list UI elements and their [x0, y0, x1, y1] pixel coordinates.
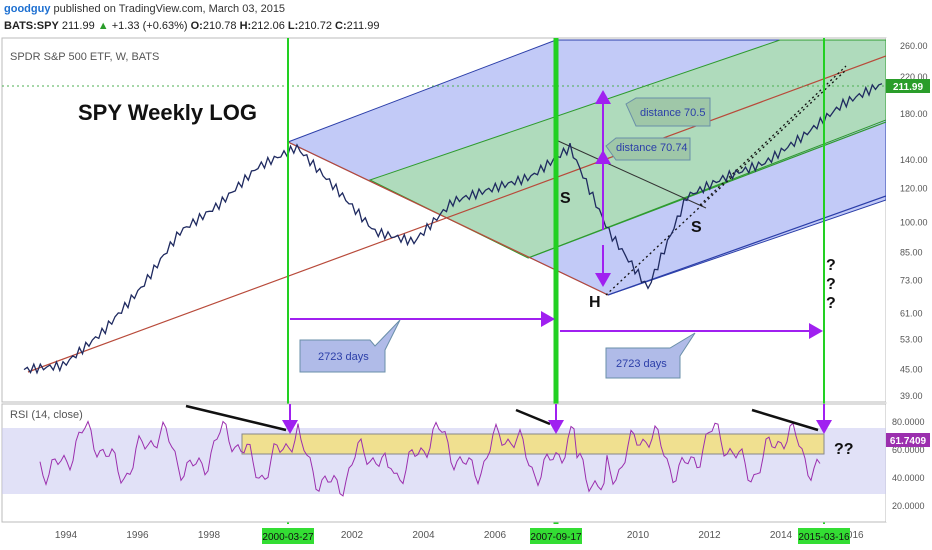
pitchfork-median-line[interactable] — [27, 55, 886, 373]
price-tick-9: 53.00 — [900, 334, 923, 344]
time-axis[interactable] — [2, 524, 932, 550]
pivot-line-right[interactable] — [555, 139, 707, 209]
divergence-line-2007[interactable] — [515, 408, 551, 426]
publisher-line: goodguy published on TradingView.com, Ma… — [4, 3, 285, 15]
green-channel-lower-line[interactable] — [527, 121, 886, 259]
price-tick-8: 61.00 — [900, 308, 923, 318]
price-tick-11: 39.00 — [900, 391, 923, 401]
rsi-series-line[interactable] — [39, 420, 821, 497]
days-left-callout[interactable] — [299, 319, 401, 373]
price-tick-4: 120.00 — [900, 184, 928, 194]
year-tick-2014: 2014 — [770, 530, 793, 541]
date-badge-2000 — [262, 528, 314, 544]
year-tick-2016: 2016 — [841, 530, 864, 541]
date-badge-2015 — [798, 528, 850, 544]
date-badge-2007-text: 2007-09-17 — [530, 532, 582, 543]
divergence-line-2000[interactable] — [185, 404, 287, 432]
price-tick-2: 180.00 — [900, 109, 928, 119]
price-tick-7: 73.00 — [900, 275, 923, 285]
distance-top-label: distance 70.5 — [640, 107, 705, 119]
quote-line: BATS:SPY 211.99 ▲ +1.33 (+0.63%) O:210.7… — [4, 20, 379, 32]
price-change: +1.33 (+0.63%) — [111, 20, 188, 32]
chart-title: SPY Weekly LOG — [78, 100, 257, 125]
last-price-badge-text: 211.99 — [893, 82, 923, 93]
price-axis-ticks: 260.00 220.00 180.00 140.00 120.00 100.00 85.0… — [900, 41, 928, 401]
low-label: L: — [287, 20, 299, 32]
shoulder-right-label: S — [691, 219, 702, 236]
year-tick-2006: 2006 — [484, 530, 507, 541]
shoulder-left-label: S — [560, 190, 571, 207]
question-mark-2: ? — [826, 276, 836, 293]
chart-header: goodguy published on TradingView.com, Ma… — [0, 0, 932, 38]
price-axis[interactable] — [886, 38, 932, 402]
open-value: 210.78 — [202, 20, 237, 32]
distance-top-callout[interactable] — [625, 97, 711, 127]
high-value: 212.06 — [251, 20, 285, 32]
price-tick-5: 100.00 — [900, 217, 928, 227]
days-right-label: 2723 days — [616, 358, 667, 370]
low-value: 210.72 — [298, 20, 332, 32]
rsi-tick-1: 60.0000 — [892, 445, 925, 455]
rsi-tick-3: 20.0000 — [892, 501, 925, 511]
close-label: C: — [335, 20, 347, 32]
year-tick-2004: 2004 — [412, 530, 435, 541]
question-mark-1: ? — [826, 257, 836, 274]
year-tick-1996: 1996 — [126, 530, 149, 541]
dotted-trendline-inner[interactable] — [699, 65, 847, 206]
year-tick-1994: 1994 — [55, 530, 78, 541]
high-label: H: — [239, 20, 252, 32]
rsi-axis-ticks: 80.0000 60.0000 40.0000 20.0000 — [892, 417, 925, 511]
rsi-label: RSI (14, close) — [10, 409, 83, 421]
date-badge-2015-text: 2015-03-16 — [798, 532, 850, 543]
last-price: 211.99 — [61, 20, 95, 32]
question-mark-3: ? — [826, 295, 836, 312]
price-tick-3: 140.00 — [900, 155, 928, 165]
rsi-question-label: ?? — [834, 441, 854, 458]
rsi-tick-2: 40.0000 — [892, 473, 925, 483]
up-triangle-icon: ▲ — [97, 20, 109, 32]
date-badge-2000-text: 2000-03-27 — [262, 532, 314, 543]
price-series-line[interactable] — [23, 83, 883, 375]
days-right-callout[interactable] — [605, 332, 696, 379]
rsi-value-badge — [886, 433, 930, 447]
year-tick-2002: 2002 — [341, 530, 364, 541]
days-left-label: 2723 days — [318, 351, 369, 363]
rsi-tick-0: 80.0000 — [892, 417, 925, 427]
close-value: 211.99 — [346, 20, 380, 32]
publish-info: published on TradingView.com, March 03, … — [53, 3, 286, 15]
ticker-symbol[interactable]: BATS:SPY — [4, 20, 59, 32]
rsi-yellow-box[interactable] — [241, 433, 825, 455]
date-badge-2007 — [530, 528, 582, 544]
distance-mid-label: distance 70.74 — [616, 142, 688, 154]
divergence-line-2015[interactable] — [751, 408, 819, 432]
rsi-value-badge-text: 61.7409 — [890, 436, 927, 447]
blue-channel-lower-line[interactable] — [607, 195, 886, 296]
head-label: H — [589, 294, 601, 311]
last-price-badge — [886, 79, 930, 93]
open-label: O: — [190, 20, 203, 32]
price-tick-1: 220.00 — [900, 72, 928, 82]
rsi-axis[interactable] — [886, 404, 932, 522]
price-tick-10: 45.00 — [900, 365, 923, 375]
symbol-label: SPDR S&P 500 ETF, W, BATS — [10, 51, 159, 63]
price-tick-0: 260.00 — [900, 41, 928, 51]
year-tick-1998: 1998 — [198, 530, 221, 541]
distance-mid-callout[interactable] — [605, 137, 691, 161]
publisher-user[interactable]: goodguy — [4, 3, 51, 15]
year-tick-2010: 2010 — [627, 530, 650, 541]
price-tick-6: 85.00 — [900, 247, 923, 257]
year-tick-2012: 2012 — [698, 530, 721, 541]
